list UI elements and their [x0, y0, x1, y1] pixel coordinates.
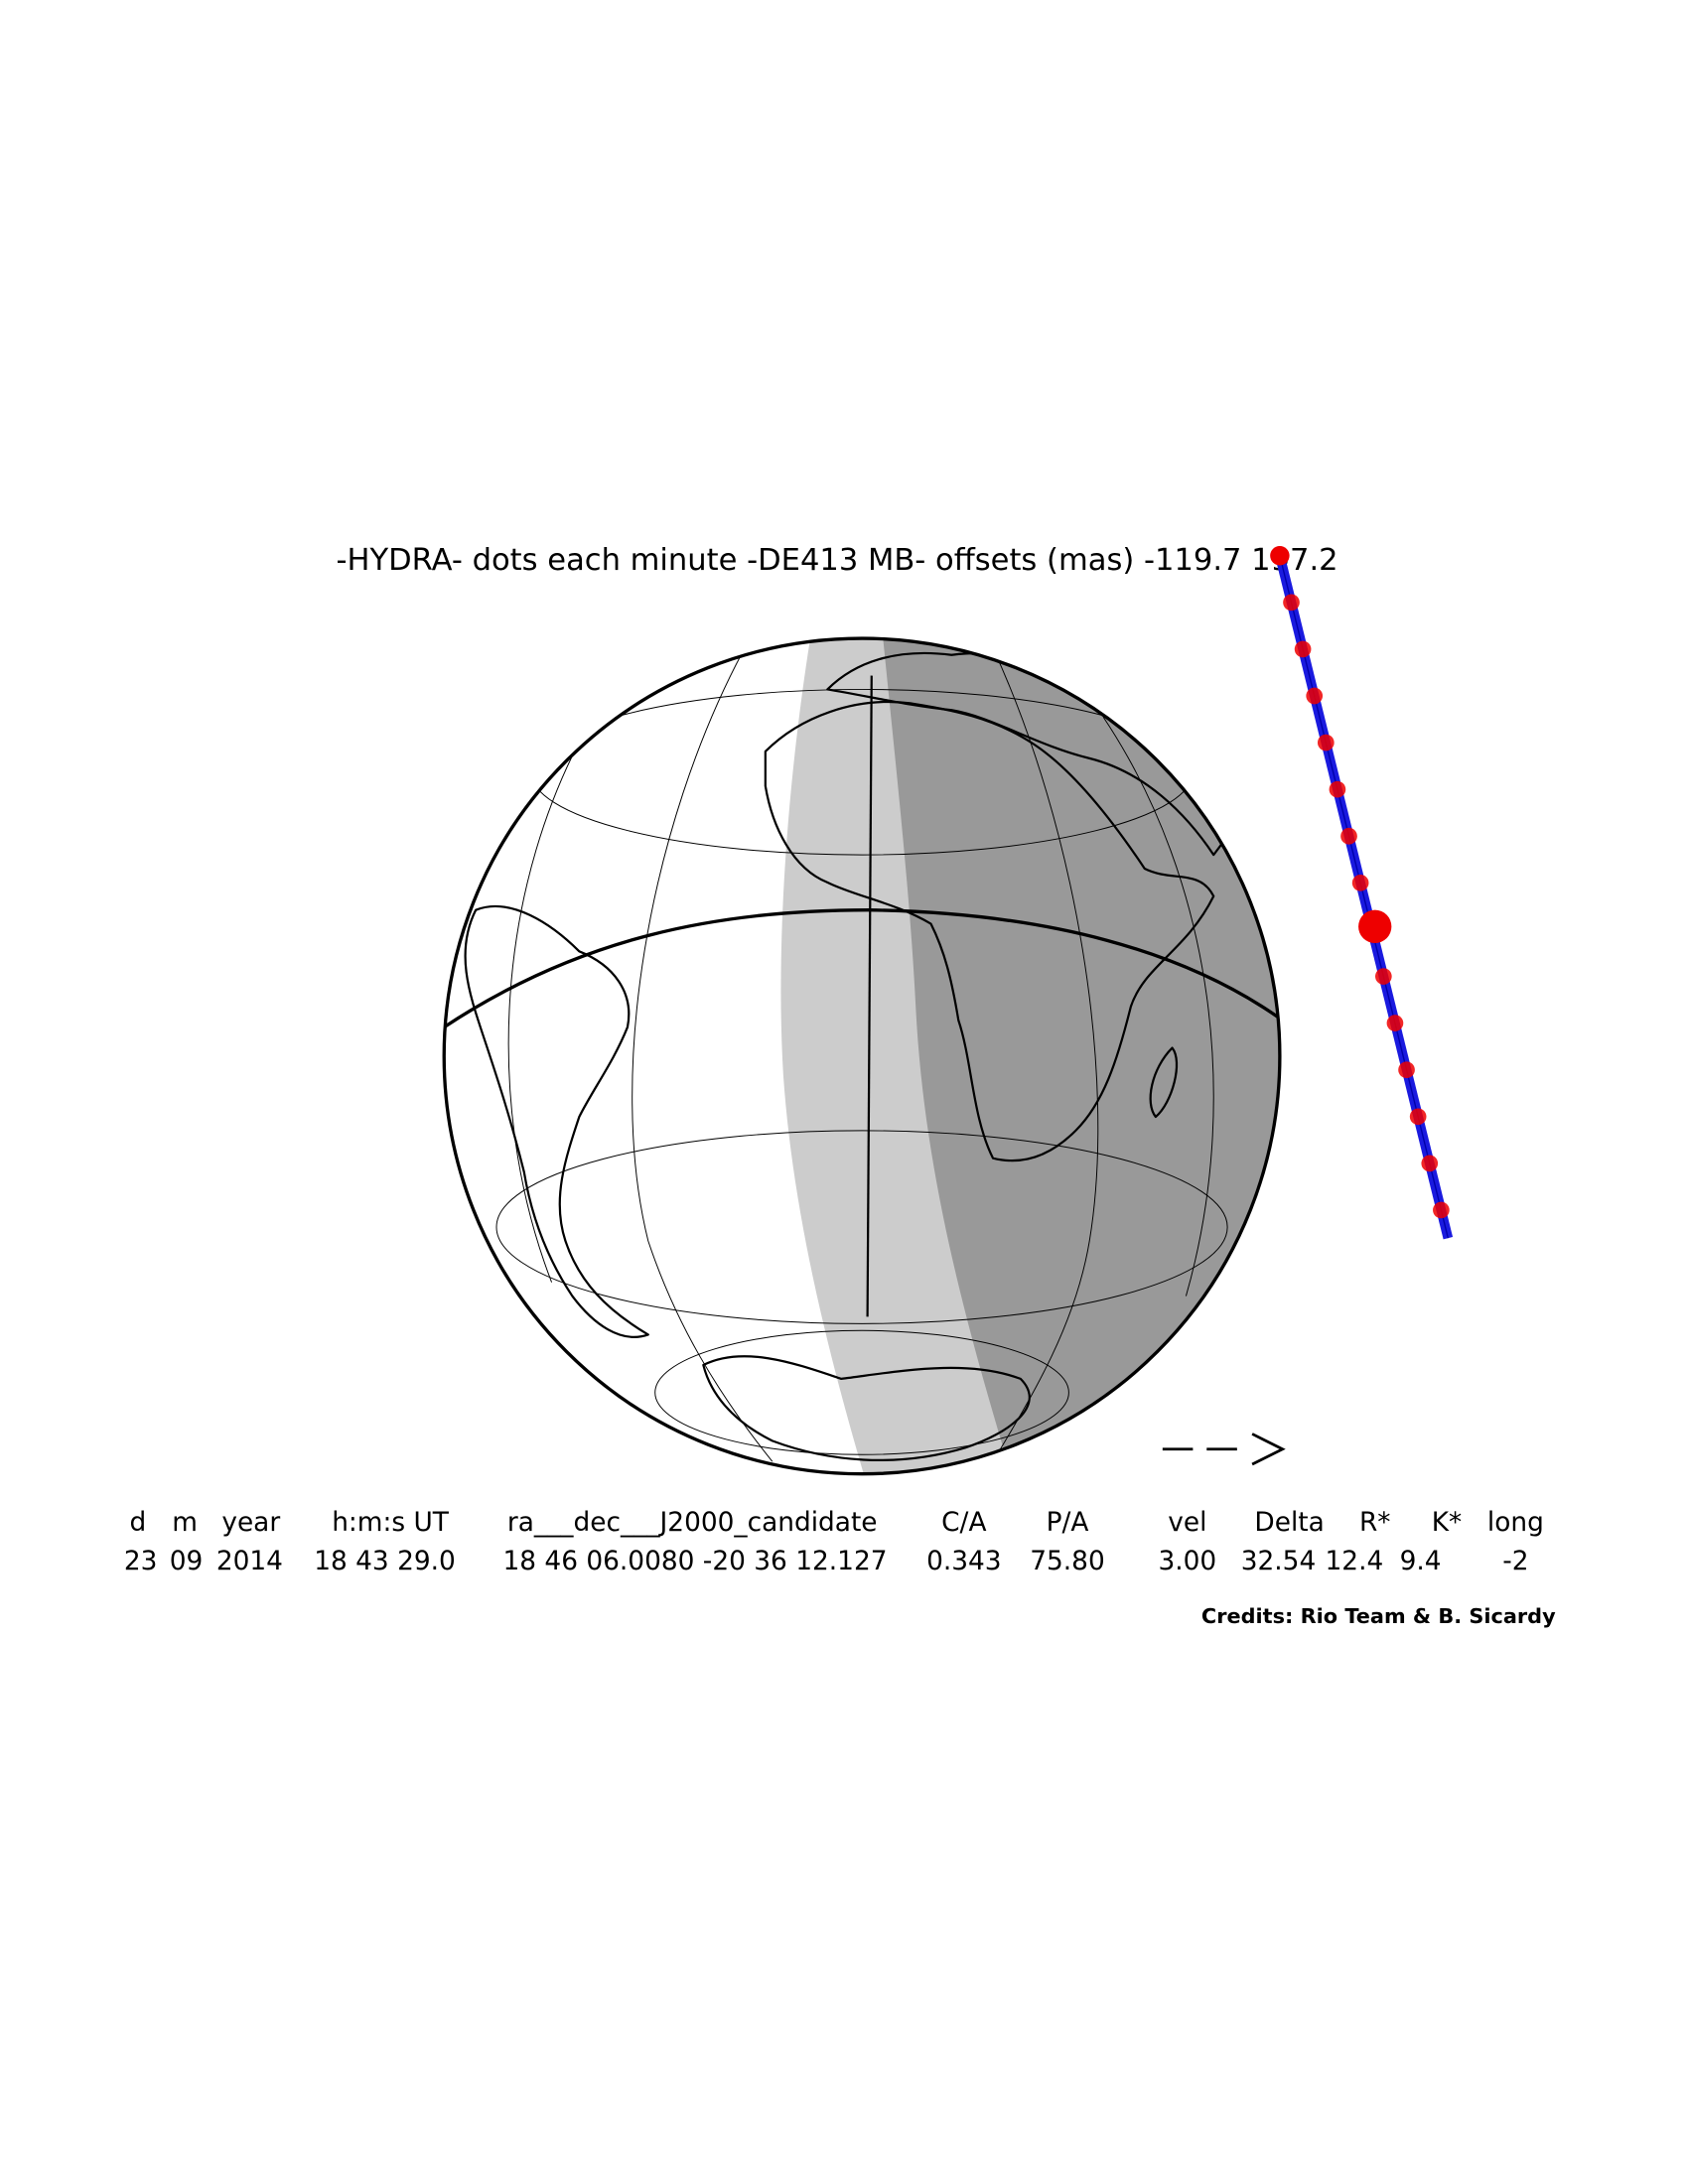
- track-center: [1279, 555, 1450, 1239]
- minute-dot: [1283, 594, 1300, 612]
- south-america: [464, 904, 649, 1338]
- column-header: long: [1487, 1508, 1544, 1538]
- column-value: 75.80: [1030, 1547, 1105, 1576]
- column-header: vel: [1168, 1508, 1206, 1538]
- column-value: 32.54: [1241, 1547, 1317, 1576]
- globe-outline: [442, 636, 1282, 1476]
- column-value: 18 43 29.0: [314, 1547, 456, 1576]
- column-header: d: [130, 1508, 147, 1538]
- column-value: -2: [1502, 1547, 1528, 1576]
- minute-dot: [1421, 1155, 1439, 1172]
- column-header: m: [172, 1508, 198, 1538]
- meridian: [866, 675, 873, 1317]
- minute-dot: [1409, 1108, 1427, 1126]
- minute-dot: [1386, 1015, 1404, 1031]
- central-line: [444, 907, 1280, 1029]
- madagascar: [1149, 1046, 1179, 1119]
- column-header: C/A: [941, 1508, 986, 1538]
- credits: Credits: Rio Team & B. Sicardy: [1201, 1604, 1556, 1628]
- column-header: h:m:s UT: [332, 1508, 450, 1538]
- column-value: 2014: [216, 1547, 283, 1576]
- minute-dots: [1283, 594, 1450, 1219]
- minute-dot: [1294, 640, 1312, 658]
- column-value: 09: [170, 1547, 204, 1576]
- antarctica: [702, 1355, 1031, 1461]
- minute-dot: [1306, 687, 1324, 705]
- column-header: ra___dec___J2000_candidate: [507, 1508, 878, 1538]
- column-value: 9.4: [1400, 1547, 1442, 1576]
- event-table: d m year h:m:s UT ra___dec___J2000_candidate…: [124, 1508, 1544, 1576]
- map-title: -HYDRA- dots each minute -DE413 MB- offs…: [336, 543, 1337, 578]
- minute-dot: [1375, 968, 1392, 985]
- direction-arrow: [1162, 1433, 1286, 1466]
- column-value: 23: [124, 1547, 158, 1576]
- minute-dot: [1433, 1201, 1450, 1219]
- column-header: Delta: [1254, 1508, 1324, 1538]
- globe: [442, 636, 1282, 1476]
- shadow-track: [1270, 546, 1454, 1240]
- minute-dot: [1398, 1061, 1415, 1079]
- africa: [764, 700, 1215, 1162]
- minute-dot: [1317, 734, 1335, 751]
- minute-dot: [1351, 875, 1369, 891]
- start-dot: [1270, 546, 1290, 566]
- closest-approach-dot: [1358, 909, 1392, 943]
- column-value: 3.00: [1158, 1547, 1216, 1576]
- column-value: 0.343: [926, 1547, 1002, 1576]
- column-header: year: [221, 1508, 280, 1538]
- column-value: 18 46 06.0080 -20 36 12.127: [502, 1547, 887, 1576]
- column-header: P/A: [1047, 1508, 1089, 1538]
- column-header: R*: [1359, 1508, 1391, 1538]
- minute-dot: [1340, 827, 1357, 845]
- column-value: 12.4: [1326, 1547, 1384, 1576]
- column-header: K*: [1432, 1508, 1462, 1538]
- minute-dot: [1329, 780, 1346, 798]
